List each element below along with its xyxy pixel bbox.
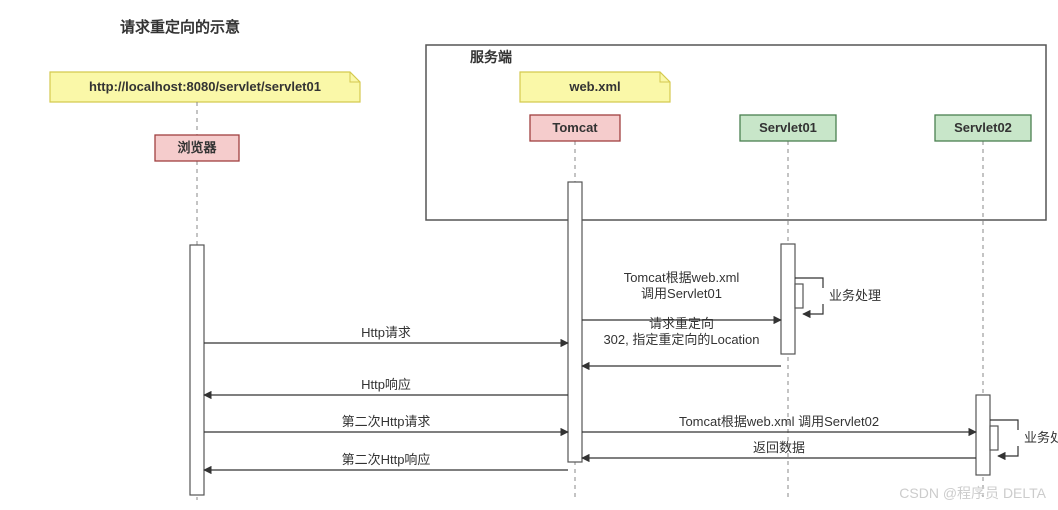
message-label-5-1: 302, 指定重定向的Location [603,332,759,347]
svg-text:Servlet01: Servlet01 [759,120,817,135]
message-label-3-0: 第二次Http响应 [342,452,431,467]
svg-text:http://localhost:8080/servlet/: http://localhost:8080/servlet/servlet01 [89,79,321,94]
self-call-label-1: 业务处理 [1024,430,1058,445]
svg-text:Servlet02: Servlet02 [954,120,1012,135]
diagram-title: 请求重定向的示意 [120,18,240,36]
note-webxml: web.xml [520,72,670,102]
note-url: http://localhost:8080/servlet/servlet01 [50,72,360,102]
server-container-label: 服务端 [470,49,512,65]
self-call-label-0: 业务处理 [829,288,881,303]
svg-text:web.xml: web.xml [568,79,620,94]
watermark: CSDN @程序员 DELTA [899,485,1046,501]
activation-browser-0 [190,245,204,495]
participant-tomcat: Tomcat [530,115,620,141]
message-label-4-0: Tomcat根据web.xml [624,270,740,285]
participant-s2: Servlet02 [935,115,1031,141]
message-label-0-0: Http请求 [361,325,411,340]
message-label-5-0: 请求重定向 [649,316,714,331]
activation-s1-2 [781,244,795,354]
message-label-2-0: 第二次Http请求 [342,414,431,429]
message-label-7-0: 返回数据 [753,440,805,455]
svg-text:Tomcat: Tomcat [552,120,598,135]
activation-s2-3 [976,395,990,475]
participant-browser: 浏览器 [155,135,239,161]
sequence-diagram: 请求重定向的示意服务端 http://localhost:8080/servlet… [0,0,1058,510]
message-label-4-1: 调用Servlet01 [641,286,722,301]
activation-tomcat-1 [568,182,582,462]
message-label-1-0: Http响应 [361,377,411,392]
svg-text:浏览器: 浏览器 [177,140,217,155]
message-label-6-0: Tomcat根据web.xml 调用Servlet02 [679,414,879,429]
participant-s1: Servlet01 [740,115,836,141]
